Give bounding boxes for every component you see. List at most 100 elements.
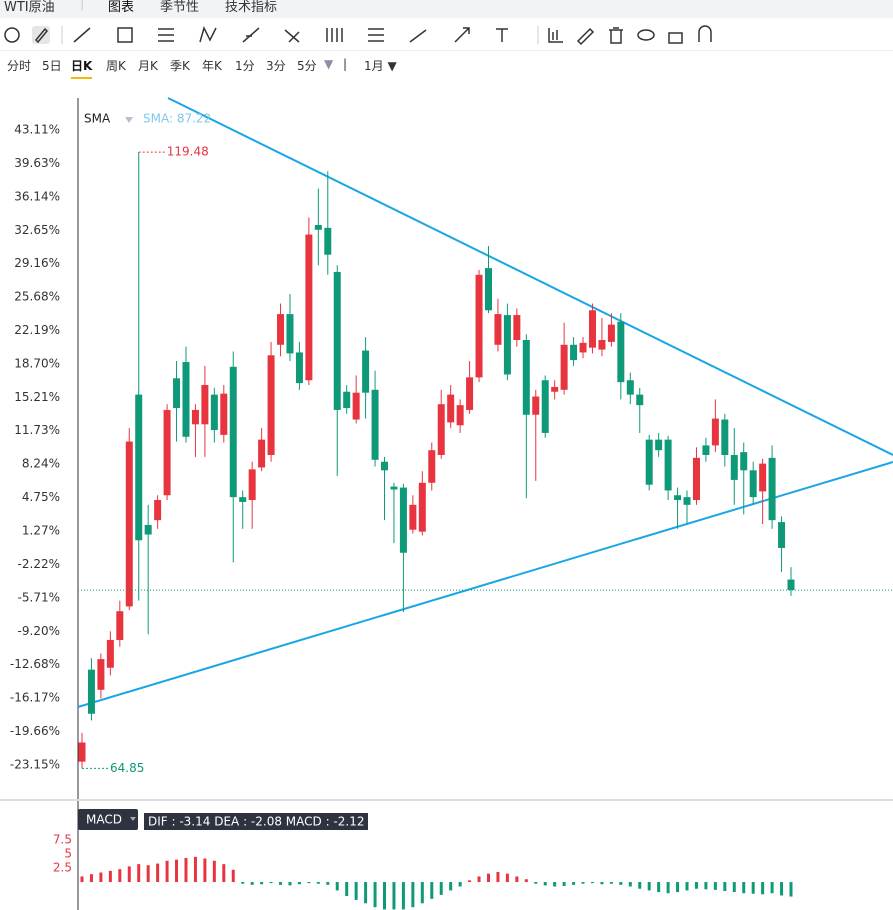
period[interactable]: 1分 xyxy=(235,59,255,73)
tool-icon[interactable] xyxy=(199,25,217,43)
candle-body xyxy=(201,385,209,425)
macd-bar xyxy=(439,882,443,895)
candle-body xyxy=(106,639,114,668)
tool-icon[interactable] xyxy=(34,27,49,44)
tool-icon[interactable] xyxy=(368,28,384,42)
low-label: 64.85 xyxy=(110,761,144,775)
macd-bar xyxy=(600,882,604,885)
macd-bar xyxy=(590,882,594,884)
macd-bar xyxy=(335,882,339,891)
macd-bar xyxy=(222,864,226,883)
candle-body xyxy=(173,378,181,409)
candle-body xyxy=(437,404,445,455)
candle-body xyxy=(78,742,86,762)
macd-bar xyxy=(534,882,538,884)
period-more[interactable]: ▼ xyxy=(324,57,334,71)
macd-bar xyxy=(99,872,103,883)
macd-bar xyxy=(666,882,670,894)
candle-body xyxy=(522,339,530,415)
macd-bar xyxy=(562,882,566,886)
tool-icon[interactable] xyxy=(73,27,91,43)
macd-bar xyxy=(231,869,235,883)
period[interactable]: 分时 xyxy=(7,59,32,73)
y-tick-label: 8.24% xyxy=(22,457,60,471)
candle-body xyxy=(484,268,492,311)
tool-icon[interactable] xyxy=(698,25,712,42)
macd-bar xyxy=(694,882,698,889)
y-tick-label: 29.16% xyxy=(14,256,60,270)
macd-bar xyxy=(524,879,528,883)
period-select[interactable]: 1月 ▼ xyxy=(364,59,397,73)
macd-bar xyxy=(751,882,755,894)
tool-icon[interactable] xyxy=(609,27,623,44)
tool-icon[interactable] xyxy=(284,29,300,43)
candle-body xyxy=(768,457,776,521)
tool-icon[interactable] xyxy=(496,28,508,42)
dropdown-icon[interactable] xyxy=(130,817,136,821)
divider: | xyxy=(343,57,348,71)
candle-body xyxy=(513,315,521,340)
high-label: 119.48 xyxy=(167,145,209,159)
tool-icon[interactable] xyxy=(242,27,260,43)
candle-body xyxy=(692,457,700,501)
period[interactable]: 5分 xyxy=(297,59,317,73)
tab[interactable]: 季节性 xyxy=(160,0,200,15)
tool-icon[interactable] xyxy=(158,28,174,42)
macd-bar xyxy=(704,882,708,890)
tool-icon[interactable] xyxy=(637,29,655,41)
tool-icon[interactable] xyxy=(409,29,427,43)
macd-bar xyxy=(742,882,746,894)
y-tick-label: 22.19% xyxy=(14,323,60,337)
macd-bar xyxy=(713,882,717,890)
macd-bar xyxy=(515,876,519,883)
macd-bar xyxy=(108,870,112,883)
tool-icon[interactable] xyxy=(4,27,20,43)
y-tick-label: 11.73% xyxy=(14,423,60,437)
y-tick-label: 7.5 xyxy=(53,833,72,847)
macd-bar xyxy=(572,882,576,885)
tool-icon[interactable] xyxy=(326,28,343,42)
tool-icon[interactable] xyxy=(668,32,683,44)
candle-body xyxy=(144,524,152,535)
macd-bar xyxy=(212,860,216,883)
candle-body xyxy=(503,315,511,375)
period[interactable]: 日K xyxy=(71,57,93,79)
candle-body xyxy=(286,314,294,354)
macd-bar xyxy=(468,880,472,883)
candle-body xyxy=(636,394,644,406)
period[interactable]: 年K xyxy=(202,59,222,73)
candle-body xyxy=(97,659,105,690)
candle-body xyxy=(399,487,407,553)
candle-body xyxy=(333,271,341,410)
tool-icon[interactable] xyxy=(117,27,133,43)
tool-icon[interactable] xyxy=(548,28,563,43)
indicator-tag[interactable] xyxy=(78,809,138,830)
indicator-values: DIF : -3.14 DEA : -2.08 MACD : -2.12 xyxy=(148,815,364,829)
period[interactable]: 月K xyxy=(138,59,158,73)
candle-body xyxy=(352,392,360,420)
candle-body xyxy=(588,310,596,348)
macd-bar xyxy=(553,882,557,887)
tool-icon[interactable] xyxy=(576,27,595,46)
indicator-values-box xyxy=(144,813,368,830)
tab[interactable]: 图表 xyxy=(108,0,135,15)
macd-bar xyxy=(647,882,651,891)
period[interactable]: 季K xyxy=(170,59,190,73)
period[interactable]: 3分 xyxy=(266,59,286,73)
candle-body xyxy=(295,352,303,384)
candle-body xyxy=(551,386,559,392)
macd-bar xyxy=(789,882,793,897)
period[interactable]: 周K xyxy=(106,59,126,73)
macd-bar xyxy=(657,882,661,893)
tab[interactable]: WTI原油 xyxy=(4,0,55,15)
candle-body xyxy=(456,405,464,426)
tab[interactable]: 技术指标 xyxy=(225,0,278,15)
candle-body xyxy=(428,450,436,483)
drawing-toolbar xyxy=(0,25,893,51)
macd-bar xyxy=(241,882,245,884)
period[interactable]: 5日 xyxy=(42,59,62,73)
dropdown-icon[interactable] xyxy=(125,117,133,123)
macd-bar xyxy=(486,873,490,883)
macd-bar xyxy=(732,882,736,893)
tool-icon[interactable] xyxy=(454,27,470,43)
